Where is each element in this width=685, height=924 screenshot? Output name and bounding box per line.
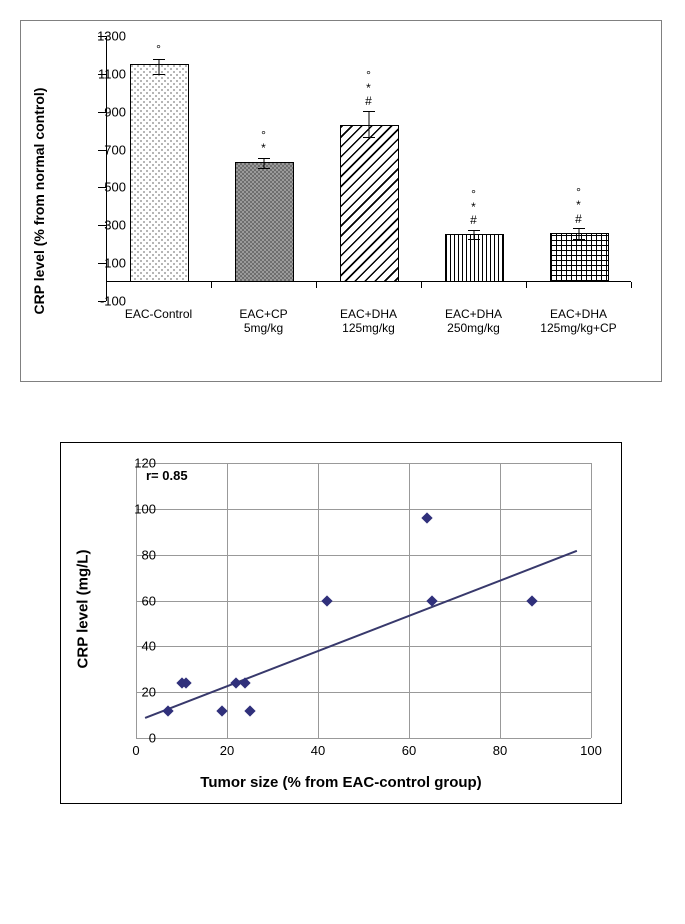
scatter-y-tick-label: 60 xyxy=(142,593,156,608)
bar-category-label: EAC+DHA125mg/kg+CP xyxy=(529,307,629,335)
scatter-grid-h xyxy=(136,509,591,510)
scatter-x-tick-label: 20 xyxy=(220,743,234,758)
scatter-grid-h xyxy=(136,555,591,556)
scatter-y-tick-label: 0 xyxy=(149,731,156,746)
error-cap xyxy=(258,158,270,159)
bar-x-tick xyxy=(526,282,527,288)
error-cap xyxy=(153,74,165,75)
bar-y-tick-label: 900 xyxy=(104,104,126,119)
bar-y-tick-label: 1300 xyxy=(97,29,126,44)
error-cap xyxy=(468,239,480,240)
error-bar xyxy=(578,228,579,239)
scatter-grid-h xyxy=(136,738,591,739)
error-cap xyxy=(153,59,165,60)
scatter-point xyxy=(244,705,255,716)
error-cap xyxy=(363,111,375,112)
error-cap xyxy=(258,168,270,169)
bar-annotation: ° xyxy=(129,43,189,56)
bar-category-label: EAC-Control xyxy=(109,307,209,321)
error-cap xyxy=(468,230,480,231)
scatter-point xyxy=(422,512,433,523)
regression-line xyxy=(145,550,578,719)
scatter-x-tick-label: 100 xyxy=(580,743,602,758)
bar-plot-area: ° °* °*# °*# °*# xyxy=(106,36,631,301)
scatter-x-axis-label: Tumor size (% from EAC-control group) xyxy=(61,774,621,791)
scatter-y-tick-label: 40 xyxy=(142,639,156,654)
scatter-y-tick-label: 120 xyxy=(134,456,156,471)
bar-y-tick-label: 500 xyxy=(104,180,126,195)
bar-x-tick xyxy=(316,282,317,288)
scatter-grid-h xyxy=(136,463,591,464)
bar-category-label: EAC+DHA125mg/kg xyxy=(319,307,419,335)
bar-annotation: °*# xyxy=(339,69,399,109)
bar-y-tick-label: 300 xyxy=(104,218,126,233)
error-bar xyxy=(158,59,159,74)
scatter-grid-h xyxy=(136,601,591,602)
bar-2 xyxy=(340,125,400,282)
bar-x-tick xyxy=(211,282,212,288)
bar-annotation: °* xyxy=(234,129,294,155)
scatter-grid-v xyxy=(591,463,592,738)
bar-1 xyxy=(235,162,295,282)
scatter-x-tick-label: 40 xyxy=(311,743,325,758)
error-cap xyxy=(573,239,585,240)
crp-bar-chart: CRP level (% from normal control) ° °* °*#… xyxy=(20,20,662,382)
bar-x-tick xyxy=(106,282,107,288)
scatter-x-tick-label: 60 xyxy=(402,743,416,758)
scatter-plot-area xyxy=(136,463,591,738)
scatter-point xyxy=(526,595,537,606)
error-bar xyxy=(368,111,369,138)
bar-x-tick xyxy=(631,282,632,288)
error-cap xyxy=(573,228,585,229)
bar-0 xyxy=(130,64,190,282)
scatter-y-tick-label: 100 xyxy=(134,501,156,516)
scatter-y-tick-label: 80 xyxy=(142,547,156,562)
error-bar xyxy=(473,230,474,239)
bar-x-tick xyxy=(421,282,422,288)
bar-annotation: °*# xyxy=(549,186,609,226)
bar-y-tick-label: 700 xyxy=(104,142,126,157)
scatter-y-axis-label: CRP level (mg/L) xyxy=(75,549,92,668)
scatter-x-tick-label: 0 xyxy=(132,743,139,758)
scatter-point xyxy=(321,595,332,606)
bar-4 xyxy=(550,233,610,282)
bar-y-tick-label: 1100 xyxy=(98,66,126,81)
bar-category-label: EAC+CP5mg/kg xyxy=(214,307,314,335)
scatter-y-tick-label: 20 xyxy=(142,685,156,700)
error-cap xyxy=(363,137,375,138)
bar-y-tick-label: 100 xyxy=(104,256,126,271)
crp-scatter-chart: r= 0.85 CRP level (mg/L) Tumor size (% f… xyxy=(60,442,622,804)
bar-annotation: °*# xyxy=(444,188,504,228)
error-bar xyxy=(263,158,264,168)
bar-category-label: EAC+DHA250mg/kg xyxy=(424,307,524,335)
bar-y-axis-label: CRP level (% from normal control) xyxy=(31,88,47,315)
scatter-grid-h xyxy=(136,646,591,647)
scatter-x-tick-label: 80 xyxy=(493,743,507,758)
bar-3 xyxy=(445,234,505,282)
